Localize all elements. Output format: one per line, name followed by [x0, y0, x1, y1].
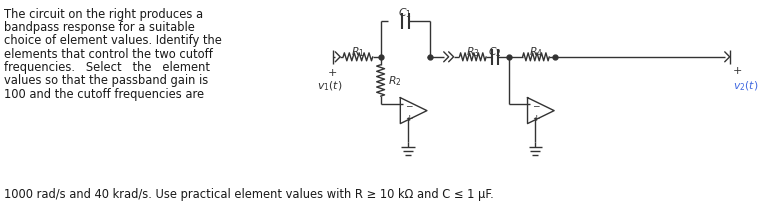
Text: $R_1$: $R_1$	[351, 45, 365, 58]
Text: +: +	[732, 65, 742, 75]
Text: $R_3$: $R_3$	[466, 45, 480, 58]
Text: elements that control the two cutoff: elements that control the two cutoff	[4, 48, 213, 60]
Text: $C_1$: $C_1$	[399, 6, 412, 20]
Text: +: +	[533, 114, 540, 123]
Text: choice of element values. Identify the: choice of element values. Identify the	[4, 34, 222, 47]
Text: $R_4$: $R_4$	[529, 45, 543, 58]
Text: frequencies.   Select   the   element: frequencies. Select the element	[4, 61, 210, 74]
Text: $v_1(t)$: $v_1(t)$	[317, 79, 342, 93]
Text: −: −	[405, 101, 413, 110]
Text: The circuit on the right produces a: The circuit on the right produces a	[4, 8, 203, 21]
Text: −: −	[533, 101, 540, 110]
Text: bandpass response for a suitable: bandpass response for a suitable	[4, 21, 195, 34]
Text: values so that the passband gain is: values so that the passband gain is	[4, 74, 208, 87]
Text: 1000 rad/s and 40 krad/s. Use practical element values with R ≥ 10 kΩ and C ≤ 1 : 1000 rad/s and 40 krad/s. Use practical …	[4, 187, 494, 200]
Text: 100 and the cutoff frequencies are: 100 and the cutoff frequencies are	[4, 87, 204, 100]
Text: $C_2$: $C_2$	[488, 45, 502, 58]
Text: $R_2$: $R_2$	[389, 74, 402, 88]
Text: +: +	[405, 114, 413, 123]
Text: $v_2(t)$: $v_2(t)$	[732, 79, 758, 93]
Text: +: +	[328, 68, 337, 77]
